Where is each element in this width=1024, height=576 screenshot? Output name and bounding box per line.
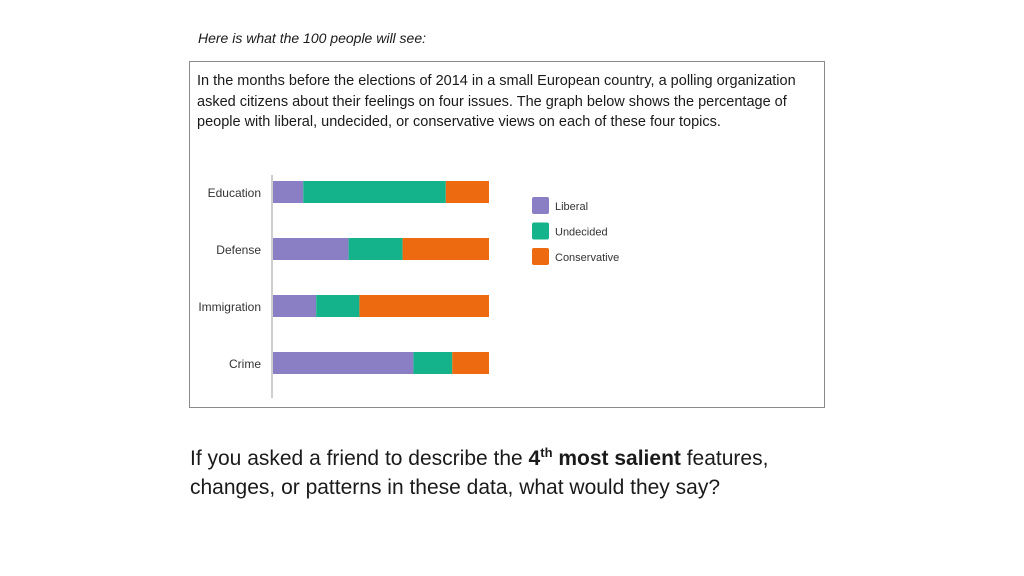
bar-segment-liberal [273, 352, 414, 374]
question-ordinal: 4th most salient [528, 445, 681, 470]
bar-segment-conservative [445, 181, 489, 203]
description-text: In the months before the elections of 20… [197, 73, 796, 130]
question-text: If you asked a friend to describe the 4t… [190, 444, 830, 502]
legend-label-liberal: Liberal [555, 201, 588, 213]
question-ordinal-number: 4 [528, 447, 541, 470]
intro-text: Here is what the 100 people will see: [198, 30, 427, 46]
question-ordinal-sup: th [540, 445, 553, 460]
bar-segment-undecided [348, 238, 403, 260]
legend-label-undecided: Undecided [555, 227, 608, 239]
question-emphasis: most salient [552, 447, 681, 470]
bar-segment-undecided [413, 352, 453, 374]
bar-segment-undecided [316, 295, 360, 317]
category-label: Crime [229, 357, 261, 371]
category-label: Education [208, 186, 261, 200]
bar-segment-undecided [303, 181, 446, 203]
stimulus-card: In the months before the elections of 20… [189, 61, 825, 408]
legend-label-conservative: Conservative [555, 252, 619, 264]
bar-segment-conservative [359, 295, 489, 317]
legend-swatch-liberal [532, 197, 549, 214]
category-label: Immigration [198, 300, 261, 314]
bar-segment-liberal [273, 295, 317, 317]
category-label: Defense [216, 243, 261, 257]
legend-swatch-undecided [532, 222, 549, 240]
legend-swatch-conservative [532, 248, 549, 265]
question-prefix: If you asked a friend to describe the [190, 447, 529, 470]
bar-segment-liberal [273, 181, 304, 203]
bar-segment-conservative [452, 352, 489, 374]
bar-segment-conservative [402, 238, 489, 260]
bar-segment-liberal [273, 238, 349, 260]
stacked-bar-chart: Education Defense Immigration Crime Liberal U… [198, 175, 619, 398]
question-suffix: features, changes, or patterns in these … [190, 447, 769, 499]
